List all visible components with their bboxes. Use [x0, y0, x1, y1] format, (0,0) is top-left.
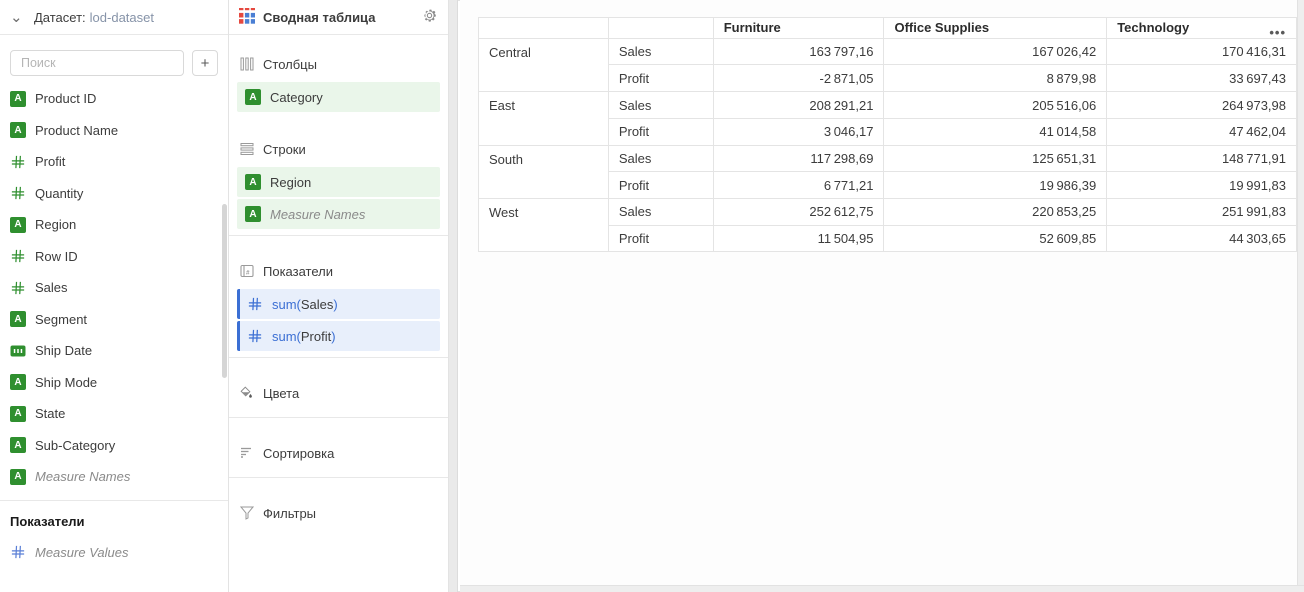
svg-text:#: #	[246, 269, 250, 276]
